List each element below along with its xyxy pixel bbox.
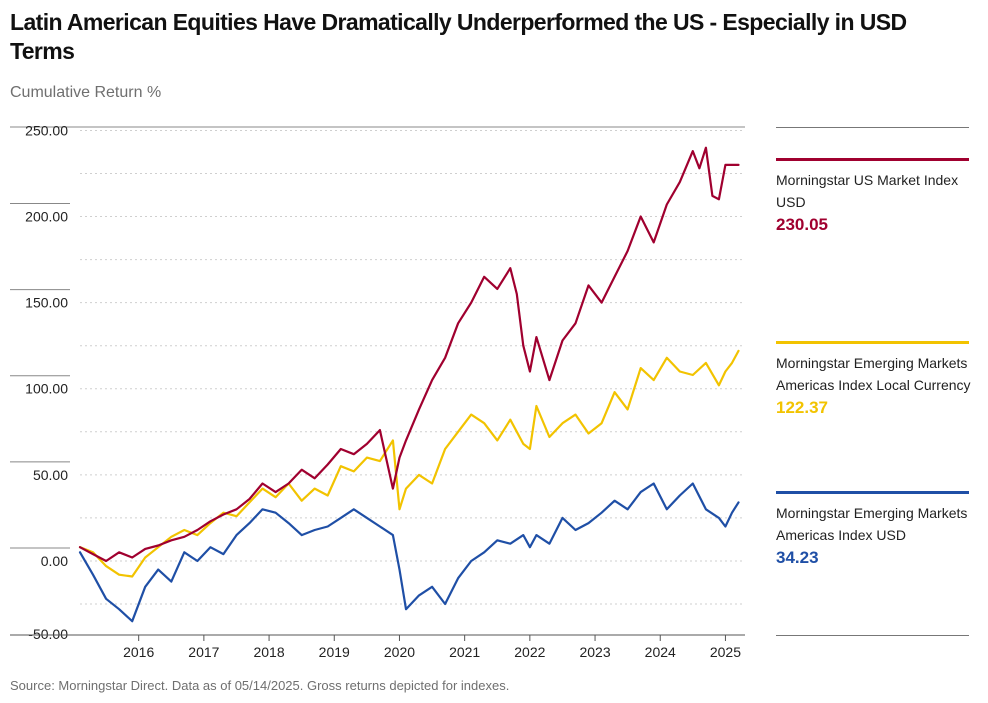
y-tick-label: 100.00 — [25, 381, 68, 397]
legend-last-value: 230.05 — [776, 215, 828, 234]
chart-subtitle: Cumulative Return % — [10, 84, 162, 101]
legend-entry-em-local: Morningstar Emerging Markets Americas In… — [776, 341, 971, 418]
legend-entry-us-market: Morningstar US Market Index USD 230.05 — [776, 158, 971, 235]
series-lines — [78, 146, 740, 623]
legend-label-line2: USD — [776, 194, 806, 210]
legend-label-line2: Americas Index USD — [776, 527, 906, 543]
y-tick-label: 0.00 — [41, 553, 68, 569]
x-tick-label: 2016 — [123, 644, 154, 660]
x-tick-label: 2019 — [319, 644, 350, 660]
series-line-em_usd — [78, 482, 740, 623]
x-tick-label: 2025 — [710, 644, 741, 660]
legend-label-line1: Morningstar US Market Index — [776, 172, 959, 188]
grid-lines — [10, 126, 745, 605]
y-tick-label: -50.00 — [28, 626, 68, 642]
series-line-em_local — [78, 349, 740, 578]
legend-swatch — [776, 491, 969, 494]
series-line-us — [78, 146, 740, 563]
legend-top-rule — [776, 127, 969, 128]
legend-label-line1: Morningstar Emerging Markets — [776, 505, 968, 521]
x-tick-label: 2017 — [188, 644, 219, 660]
legend-entry-em-usd: Morningstar Emerging Markets Americas In… — [776, 491, 971, 568]
y-tick-label: 150.00 — [25, 295, 68, 311]
legend-swatch — [776, 341, 969, 344]
legend-swatch — [776, 158, 969, 161]
legend-label-line2: Americas Index Local Currency — [776, 377, 971, 393]
legend-last-value: 122.37 — [776, 398, 828, 417]
y-axis-ticks: -50.00 0.00 50.00 100.00 150.00 200.00 250.00 — [25, 122, 68, 642]
x-tick-label: 2021 — [449, 644, 480, 660]
x-axis: 2016 2017 2018 2019 2020 2021 2022 2023 2024 2025 — [10, 634, 745, 660]
y-tick-label: 50.00 — [33, 467, 68, 483]
chart-title: Latin American Equities Have Dramaticall… — [10, 9, 907, 64]
y-tick-label: 200.00 — [25, 209, 68, 225]
source-note: Source: Morningstar Direct. Data as of 0… — [10, 678, 510, 693]
legend-last-value: 34.23 — [776, 548, 819, 567]
x-tick-label: 2020 — [384, 644, 415, 660]
x-tick-label: 2024 — [645, 644, 676, 660]
y-tick-label: 250.00 — [25, 122, 68, 138]
legend-bottom-rule — [776, 635, 969, 636]
x-tick-label: 2023 — [579, 644, 610, 660]
x-tick-label: 2018 — [253, 644, 284, 660]
x-tick-label: 2022 — [514, 644, 545, 660]
legend-label-line1: Morningstar Emerging Markets — [776, 355, 968, 371]
